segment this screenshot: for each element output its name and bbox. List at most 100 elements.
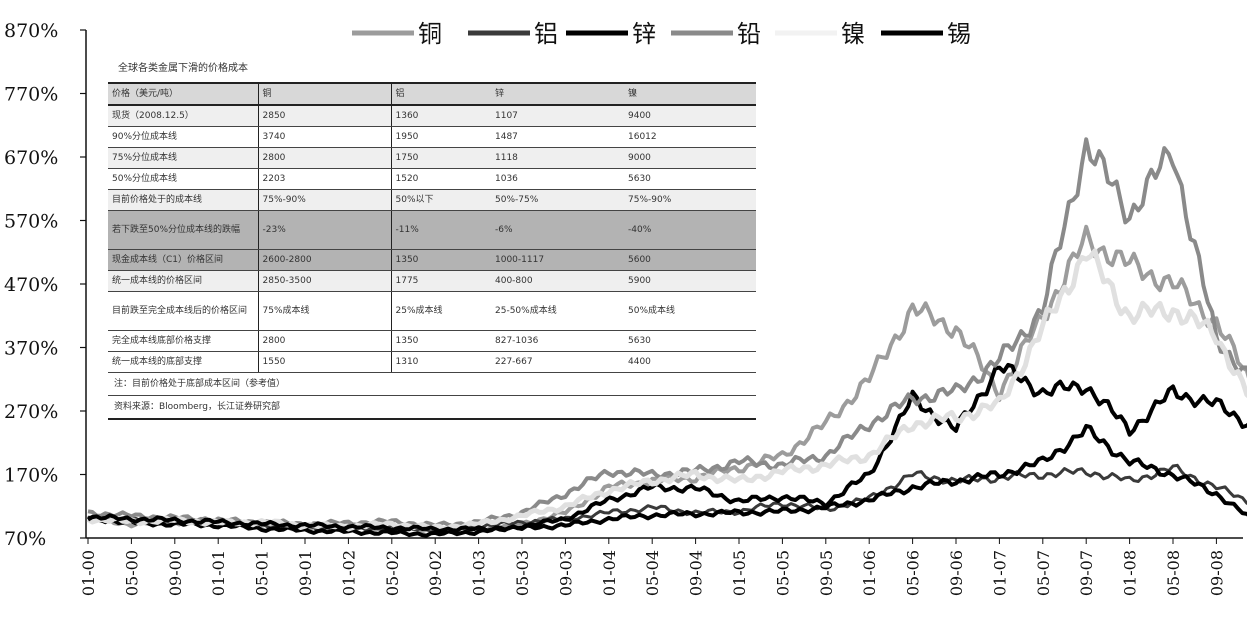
table-cell: 50%成本线 [624,291,756,331]
table-cell: 75%-90% [624,189,756,211]
x-tick-label: 05-05 [773,550,792,596]
x-tick-label: 01-01 [209,550,228,596]
table-cell: -40% [624,210,756,250]
table-cell: 1360 [391,104,491,127]
y-tick-label: 470% [4,274,58,296]
table-cell: 目前价格处于的成本线 [108,189,259,211]
table-cell: 90%分位成本线 [108,126,259,148]
table-row: 完全成本线底部价格支撑 2800 1350 827-1036 5630 [108,330,756,352]
x-tick-label: 01-07 [990,550,1009,596]
table-cell: 1107 [491,104,624,127]
table-cell: 16012 [624,126,756,148]
table-cell: 75%分位成本线 [108,147,259,169]
table-cell: 50%分位成本线 [108,168,259,190]
table-row: 90%分位成本线 3740 1950 1487 16012 [108,126,756,148]
table-cell: 827-1036 [491,330,624,352]
table-cell: 目前跌至完全成本线后的价格区间 [108,291,259,331]
table-cell: 1118 [491,147,624,169]
table-title: 全球各类金属下滑的价格成本 [118,63,248,74]
table-row: 统一成本线的价格区间 2850-3500 1775 400-800 5900 [108,270,756,292]
table-cell: 2600-2800 [258,249,392,271]
table-row: 统一成本线的底部支撑 1550 1310 227-667 4400 [108,351,756,373]
series-line-3 [87,362,1247,538]
x-tick-label: 01-00 [79,550,98,596]
table-cell: 5630 [624,330,756,352]
legend-label: 铝 [534,20,558,48]
x-tick-label: 01-05 [730,550,749,596]
table-cell: 1950 [391,126,491,148]
table-row: 现金成本线（C1）价格区间 2600-2800 1350 1000-1117 5600 [108,249,756,271]
table-cell: 227-667 [491,351,624,373]
table-row: 75%分位成本线 2800 1750 1118 9000 [108,147,756,169]
y-tick-label: 170% [4,465,58,487]
table-cell: -23% [258,210,392,250]
table-cell: 2850 [258,104,392,127]
table-cell: -11% [391,210,491,250]
table-cell: 2203 [258,168,392,190]
legend: 铜铝锌铅镍锡 [352,20,971,48]
x-tick-label: 09-00 [166,550,185,596]
table-cell: 1000-1117 [491,249,624,271]
y-tick-label: 70% [4,528,46,550]
x-tick-label: 01-04 [600,550,619,596]
table-cell: 75%-90% [258,189,392,211]
cost-table-panel: 全球各类金属下滑的价格成本 价格（美元/吨）铜铝锌镍现货（2008.12.5） 2… [108,56,756,420]
x-tick-label: 05-03 [513,550,532,596]
x-tick-label: 05-02 [383,550,402,596]
table-header-row: 价格（美元/吨）铜铝锌镍 [108,82,756,106]
table-row: 50%分位成本线 2203 1520 1036 5630 [108,168,756,190]
table-cell: 50%以下 [391,189,491,211]
x-tick-label: 05-08 [1164,550,1183,596]
table-header-cell: 铝 [391,82,491,106]
x-tick-label: 09-04 [687,550,706,596]
x-tick-label: 09-03 [556,550,575,596]
y-axis: 870% 770% 670% 570% 470% 370% 270% 170% 70% [4,20,87,550]
table-source: 资料来源：Bloomberg，长江证券研究部 [108,396,756,420]
y-tick-label: 670% [4,147,58,169]
x-tick-label: 09-05 [817,550,836,596]
legend-label: 铅 [737,20,761,48]
table-cell: 5600 [624,249,756,271]
x-tick-label: 05-00 [122,550,141,596]
x-tick-label: 05-07 [1034,550,1053,596]
cost-table: 价格（美元/吨）铜铝锌镍现货（2008.12.5） 2850 1360 1107 940… [108,82,756,373]
legend-label: 锡 [947,20,971,48]
x-tick-label: 09-02 [426,550,445,596]
table-cell: 3740 [258,126,392,148]
x-axis: 01-00 05-00 09-00 01-01 05-01 09-01 01-02 05-02… [79,537,1243,596]
legend-label: 锌 [632,20,656,48]
table-cell: 4400 [624,351,756,373]
x-tick-label: 05-04 [643,550,662,596]
table-row: 目前跌至完全成本线后的价格区间 75%成本线 25%成本线 25-50%成本线 50%成… [108,291,756,331]
table-cell: 若下跌至50%分位成本线的跌幅 [108,210,259,250]
table-header-cell: 锌 [491,82,624,106]
table-cell: 1350 [391,330,491,352]
legend-label: 铜 [418,20,442,48]
table-cell: 5630 [624,168,756,190]
table-cell: 统一成本线的价格区间 [108,270,259,292]
x-tick-label: 05-06 [904,550,923,596]
table-note: 注：目前价格处于底部成本区间（参考值） [108,373,756,396]
x-tick-label: 09-07 [1077,550,1096,596]
y-tick-label: 770% [4,84,58,106]
table-cell: 400-800 [491,270,624,292]
x-tick-label: 01-08 [1121,550,1140,596]
table-cell: 现货（2008.12.5） [108,104,259,127]
y-tick-label: 870% [4,20,58,42]
table-cell: 2800 [258,330,392,352]
x-tick-label: 09-08 [1207,550,1226,596]
legend-label: 镍 [841,20,865,48]
table-cell: 1036 [491,168,624,190]
table-header-cell: 铜 [258,82,392,106]
series-line-6 [86,423,1247,534]
table-header-cell: 价格（美元/吨） [108,82,259,106]
table-cell: 统一成本线的底部支撑 [108,351,259,373]
table-row: 目前价格处于的成本线 75%-90% 50%以下 50%-75% 75%-90% [108,189,756,211]
table-cell: 25-50%成本线 [491,291,624,331]
table-header-cell: 镍 [624,82,756,106]
table-row: 若下跌至50%分位成本线的跌幅 -23% -11% -6% -40% [108,210,756,250]
table-cell: 1350 [391,249,491,271]
table-cell: 25%成本线 [391,291,491,331]
y-tick-label: 570% [4,211,58,233]
y-tick-label: 270% [4,401,58,423]
